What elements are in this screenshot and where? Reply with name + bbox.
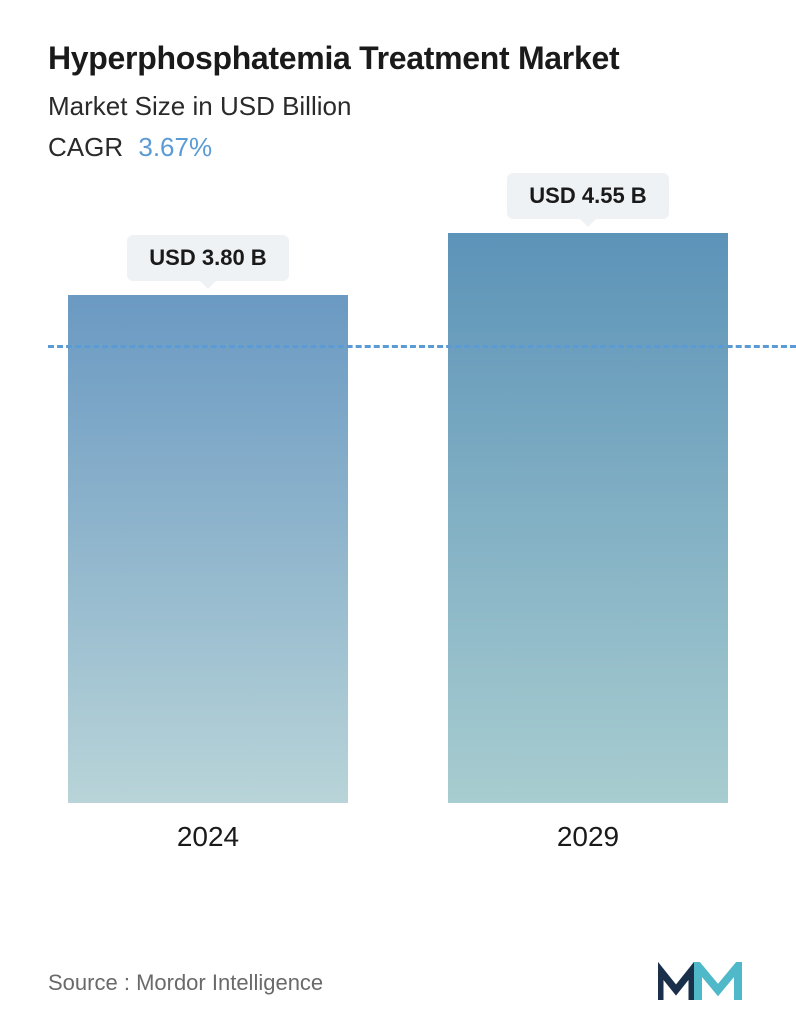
bar-2029 [448,233,728,803]
footer: Source : Mordor Intelligence [48,962,748,1004]
year-label-2029: 2029 [557,821,619,853]
cagr-label: CAGR [48,132,123,162]
logo [658,962,748,1004]
source-value: Mordor Intelligence [136,970,323,995]
reference-line [48,345,796,348]
value-label-2024: USD 3.80 B [127,235,288,281]
bars-container: USD 3.80 B2024USD 4.55 B2029 [48,223,748,853]
bar-group-2024: USD 3.80 B 2024 [68,235,348,853]
value-label-2029: USD 4.55 B [507,173,668,219]
bar-group-2029: USD 4.55 B 2029 [448,173,728,853]
cagr-row: CAGR 3.67% [48,132,748,163]
cagr-value: 3.67% [138,132,212,162]
chart-area: USD 3.80 B2024USD 4.55 B2029 [48,223,748,893]
chart-title: Hyperphosphatemia Treatment Market [48,40,748,77]
source-label: Source : [48,970,130,995]
source-text: Source : Mordor Intelligence [48,970,323,996]
chart-subtitle: Market Size in USD Billion [48,91,748,122]
bar-2024 [68,295,348,803]
mordor-logo-icon [658,962,748,1004]
year-label-2024: 2024 [177,821,239,853]
